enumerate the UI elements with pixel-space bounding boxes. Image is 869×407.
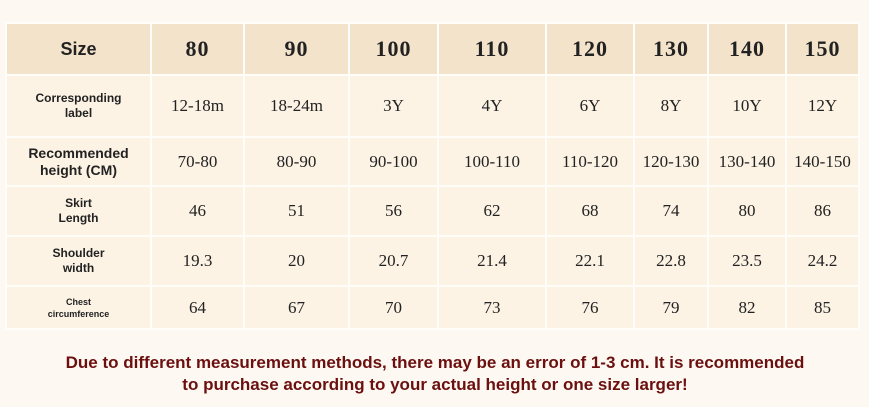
table-row: Shoulder width 19.3 20 20.7 21.4 22.1 22.8 23.5… bbox=[5, 235, 860, 287]
size-header: 130 bbox=[633, 22, 709, 76]
cell: 6Y bbox=[545, 74, 635, 138]
cell: 79 bbox=[633, 285, 709, 330]
size-header: 140 bbox=[707, 22, 787, 76]
row-label: Chest circumference bbox=[5, 285, 152, 330]
table-row: Corresponding label 12-18m 18-24m 3Y 4Y 6Y 8Y 1… bbox=[5, 74, 860, 138]
cell: 100-110 bbox=[437, 136, 547, 187]
cell: 120-130 bbox=[633, 136, 709, 187]
cell: 4Y bbox=[437, 74, 547, 138]
cell: 10Y bbox=[707, 74, 787, 138]
note: Due to different measurement methods, th… bbox=[65, 353, 805, 394]
cell: 76 bbox=[545, 285, 635, 330]
cell: 74 bbox=[633, 185, 709, 237]
row-label-text: Shoulder width bbox=[52, 246, 105, 275]
cell: 70 bbox=[348, 285, 439, 330]
cell: 56 bbox=[348, 185, 439, 237]
size-table: Size 80 90 100 110 120 130 140 150 Corresponding … bbox=[5, 22, 860, 330]
cell: 24.2 bbox=[785, 235, 860, 287]
cell: 22.1 bbox=[545, 235, 635, 287]
cell: 90-100 bbox=[348, 136, 439, 187]
cell: 67 bbox=[243, 285, 350, 330]
cell: 8Y bbox=[633, 74, 709, 138]
size-header: 120 bbox=[545, 22, 635, 76]
table-row: Recommended height (CM) 70-80 80-90 90-100 1… bbox=[5, 136, 860, 187]
row-label: Shoulder width bbox=[5, 235, 152, 287]
cell: 46 bbox=[150, 185, 245, 237]
size-header: 100 bbox=[348, 22, 439, 76]
cell: 20 bbox=[243, 235, 350, 287]
cell: 20.7 bbox=[348, 235, 439, 287]
table-body: Size 80 90 100 110 120 130 140 150 Corresponding … bbox=[5, 22, 860, 330]
cell: 73 bbox=[437, 285, 547, 330]
cell: 12-18m bbox=[150, 74, 245, 138]
cell: 22.8 bbox=[633, 235, 709, 287]
cell: 18-24m bbox=[243, 74, 350, 138]
table-row: Chest circumference 64 67 70 73 76 79 82 85 bbox=[5, 285, 860, 330]
cell: 86 bbox=[785, 185, 860, 237]
row-label: Corresponding label bbox=[5, 74, 152, 138]
table-row: Skirt Length 46 51 56 62 68 74 80 86 bbox=[5, 185, 860, 237]
cell: 23.5 bbox=[707, 235, 787, 287]
size-header: 90 bbox=[243, 22, 350, 76]
cell: 51 bbox=[243, 185, 350, 237]
size-header: 150 bbox=[785, 22, 860, 76]
row-label: Skirt Length bbox=[5, 185, 152, 237]
cell: 3Y bbox=[348, 74, 439, 138]
header-label: Size bbox=[5, 22, 152, 76]
size-header: 80 bbox=[150, 22, 245, 76]
cell: 82 bbox=[707, 285, 787, 330]
cell: 62 bbox=[437, 185, 547, 237]
row-label-text: Recommended height (CM) bbox=[28, 144, 129, 178]
cell: 130-140 bbox=[707, 136, 787, 187]
cell: 19.3 bbox=[150, 235, 245, 287]
cell: 21.4 bbox=[437, 235, 547, 287]
cell: 70-80 bbox=[150, 136, 245, 187]
cell: 140-150 bbox=[785, 136, 860, 187]
row-label: Recommended height (CM) bbox=[5, 136, 152, 187]
cell: 64 bbox=[150, 285, 245, 330]
row-label-text: Skirt Length bbox=[58, 196, 99, 225]
cell: 68 bbox=[545, 185, 635, 237]
row-label-text: Corresponding label bbox=[35, 91, 122, 120]
cell: 80 bbox=[707, 185, 787, 237]
header-row: Size 80 90 100 110 120 130 140 150 bbox=[5, 22, 860, 76]
cell: 12Y bbox=[785, 74, 860, 138]
row-label-text: Chest circumference bbox=[47, 296, 110, 319]
cell: 85 bbox=[785, 285, 860, 330]
cell: 80-90 bbox=[243, 136, 350, 187]
size-header: 110 bbox=[437, 22, 547, 76]
cell: 110-120 bbox=[545, 136, 635, 187]
